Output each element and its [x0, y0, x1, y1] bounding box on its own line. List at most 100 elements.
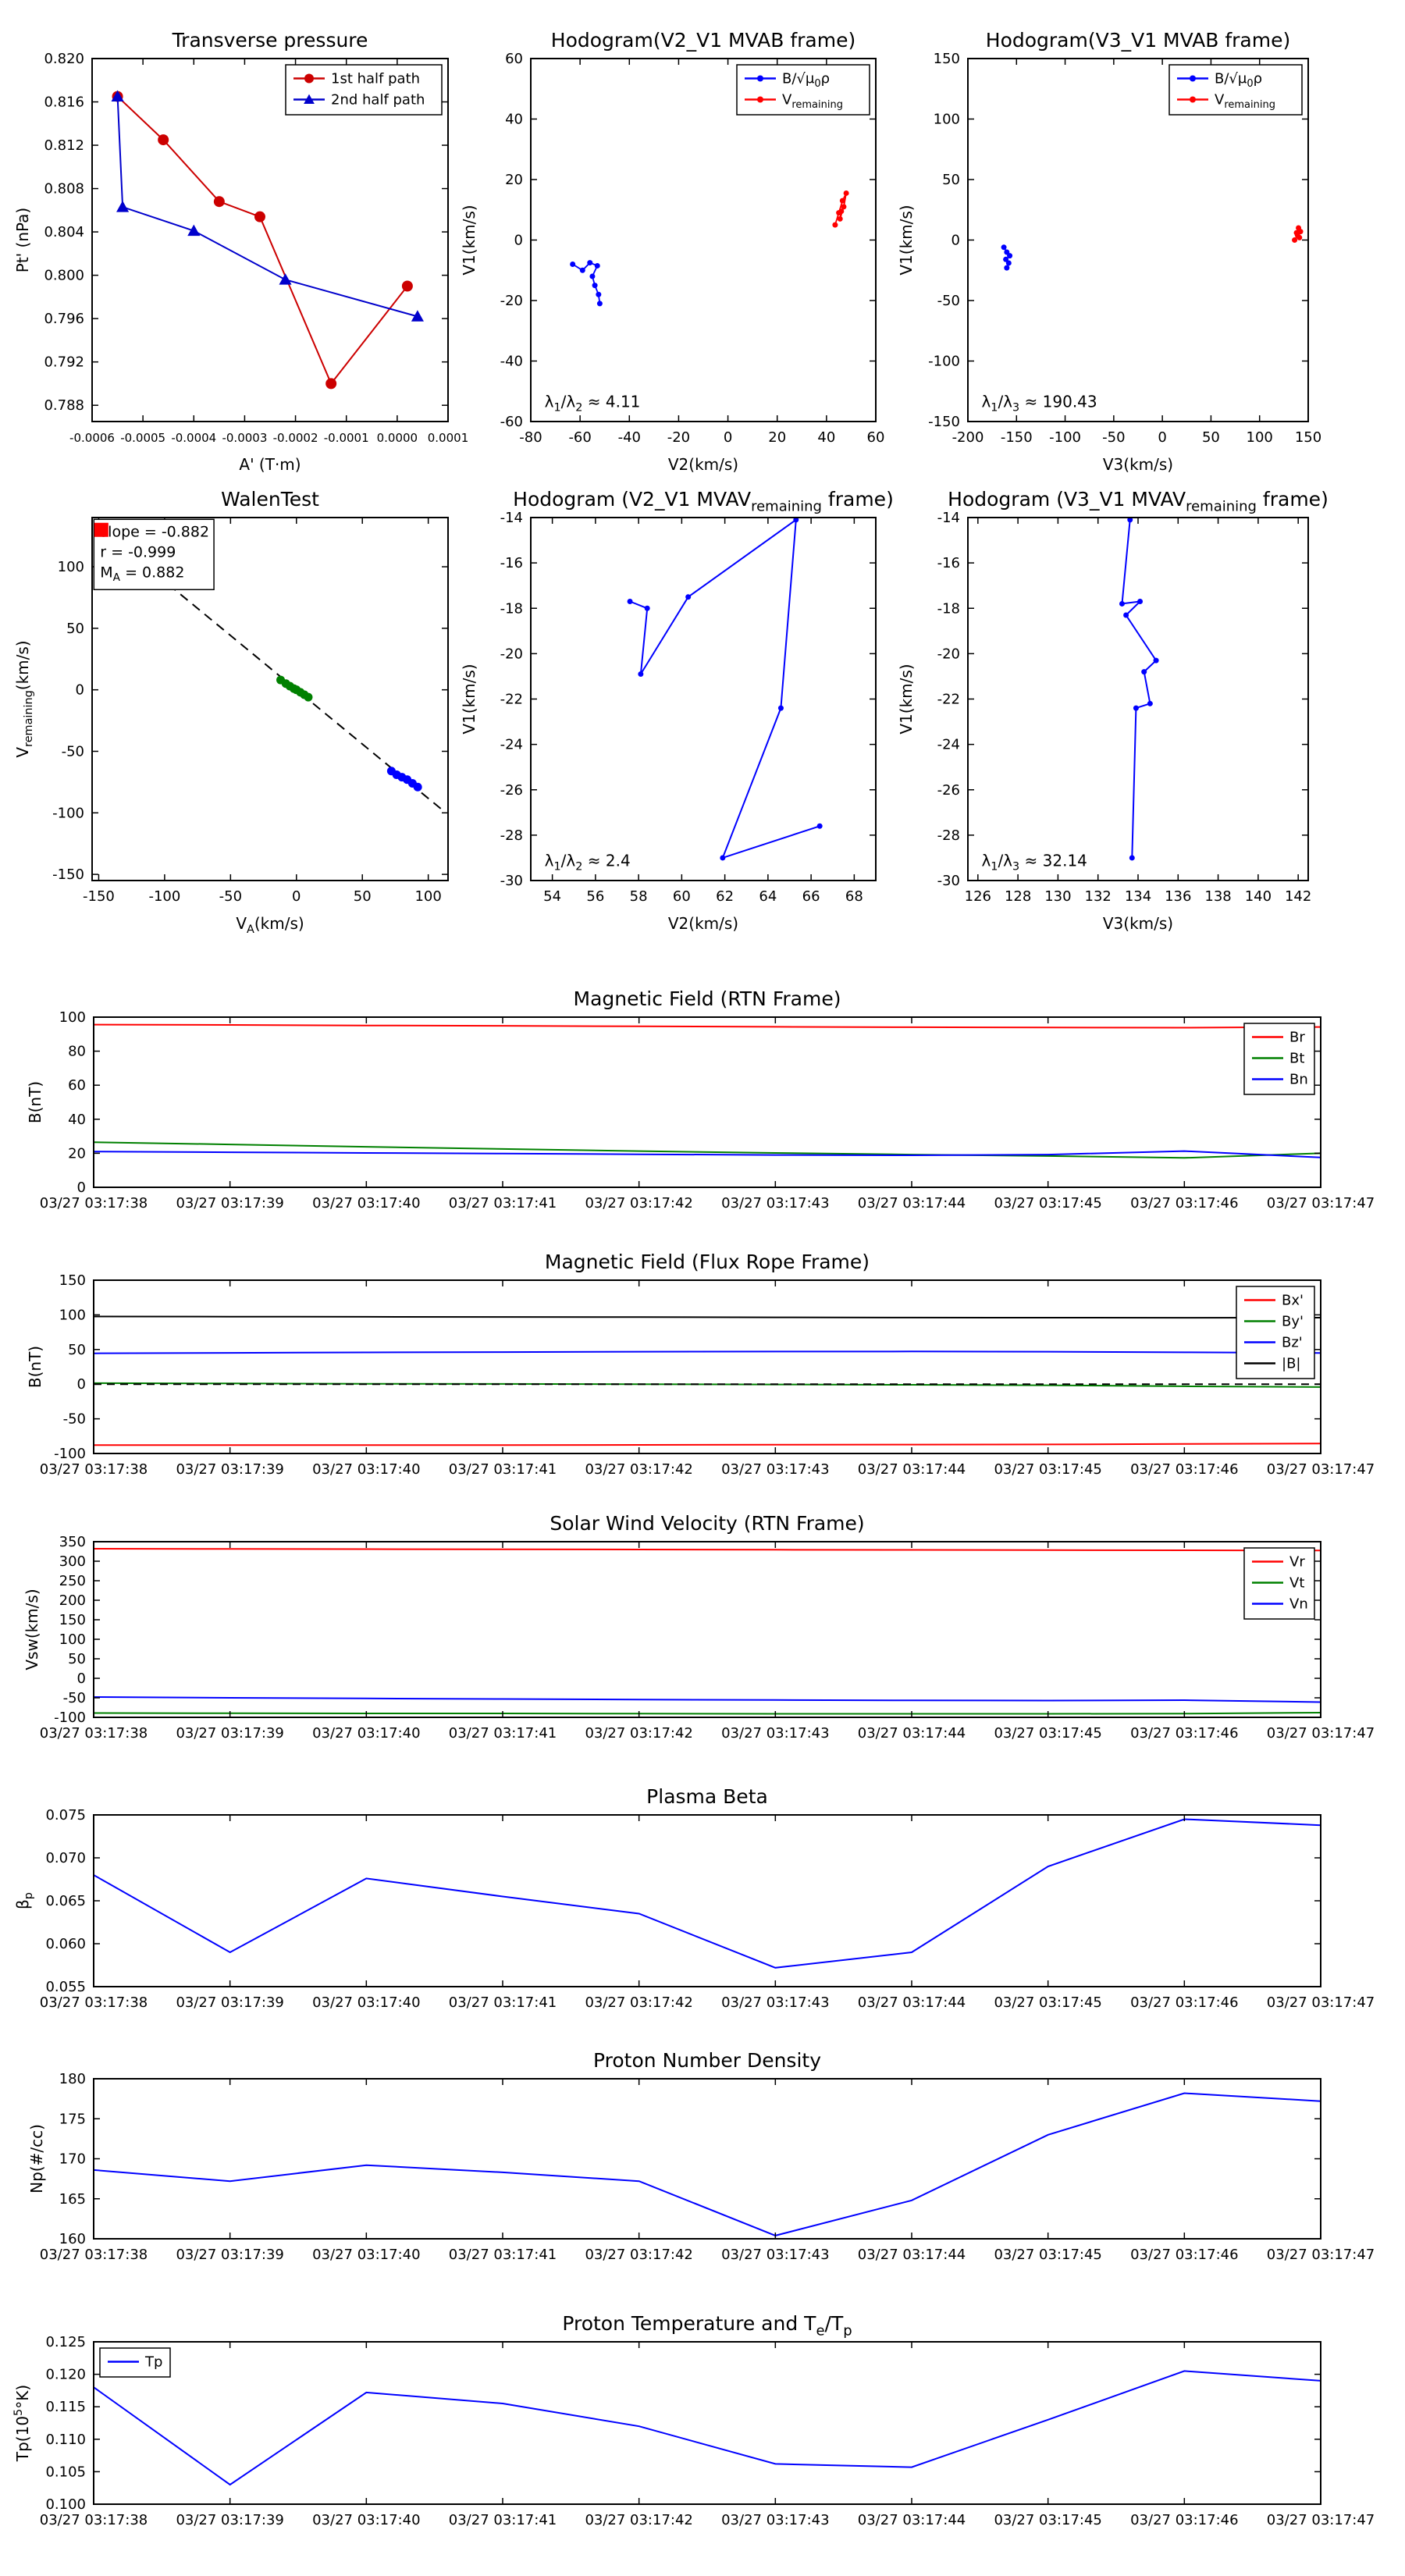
y-tick-label: 0.804: [44, 224, 84, 240]
stats-line: r = -0.999: [100, 543, 176, 560]
y-tick-label: 100: [934, 112, 960, 128]
x-tick-label: 03/27 03:17:42: [585, 1994, 692, 2011]
chart-title: Hodogram (V3_V1 MVAVremaining frame): [948, 488, 1329, 514]
x-tick-label: -80: [519, 429, 542, 446]
x-tick-label: 03/27 03:17:41: [449, 1994, 557, 2011]
y-tick-label: 0.808: [44, 181, 84, 197]
marker-dot: [1190, 96, 1196, 103]
marker-dot: [1005, 260, 1012, 266]
y-axis-label: V1(km/s): [897, 205, 916, 275]
plot-c9: 03/27 03:17:38 03/27 03:17:39 03/27 03:17:…: [23, 1512, 1375, 1742]
marker-dot: [579, 267, 585, 273]
x-axis-label: A' (T·m): [239, 455, 301, 474]
y-tick-label: 20: [68, 1145, 86, 1162]
legend-label: Vremaining: [782, 92, 843, 112]
marker-triangle: [116, 201, 130, 212]
marker-dot: [757, 96, 763, 103]
y-tick-label: -20: [500, 646, 523, 662]
plot-c8: 03/27 03:17:38 03/27 03:17:39 03/27 03:17:…: [26, 1251, 1375, 1478]
y-tick-label: 0.105: [45, 2464, 86, 2480]
legend: Bx' By' Bz' |B|: [1236, 1286, 1315, 1379]
chart-plasma-beta: 03/27 03:17:38 03/27 03:17:39 03/27 03:17:…: [0, 1766, 1405, 2023]
x-tick-label: 54: [543, 888, 561, 905]
x-tick-label: 03/27 03:17:38: [40, 1725, 148, 1742]
legend-label: Bn: [1289, 1072, 1308, 1088]
y-tick-label: -16: [500, 555, 523, 571]
stats-line: slope = -0.882: [100, 523, 209, 540]
y-axis-label: Pt' (nPa): [13, 208, 32, 272]
x-tick-label: 03/27 03:17:41: [449, 1195, 557, 1212]
legend-label: Vt: [1289, 1575, 1304, 1592]
legend-label: B/√μ0ρ: [1215, 71, 1262, 91]
chart-title: Hodogram(V3_V1 MVAB frame): [986, 29, 1290, 52]
y-tick-label: -26: [937, 782, 960, 799]
legend-label: |B|: [1282, 1356, 1300, 1372]
x-tick-label: 0.0000: [377, 431, 418, 445]
y-tick-label: 0.070: [45, 1850, 86, 1866]
y-axis-label: Vremaining(km/s): [13, 640, 35, 757]
x-tick-label: 138: [1204, 888, 1231, 905]
y-tick-label: 0.816: [44, 94, 84, 111]
stats-box: slope = -0.882 r = -0.999 MA = 0.882: [93, 518, 215, 591]
plot-area: [93, 1548, 1321, 1715]
x-tick-label: 126: [965, 888, 991, 905]
x-tick-label: 03/27 03:17:44: [858, 1994, 966, 2011]
y-tick-label: 0.060: [45, 1936, 86, 1952]
x-tick-label: 56: [586, 888, 604, 905]
chart-proton-number-density: 03/27 03:17:38 03/27 03:17:39 03/27 03:17:…: [0, 2030, 1405, 2275]
legend: 1st half path 2nd half path: [285, 64, 443, 116]
x-tick-label: -60: [568, 429, 591, 446]
y-tick-label: 60: [68, 1077, 86, 1094]
annotation: λ1/λ3 ≈ 32.14: [981, 851, 1087, 873]
y-tick-label: -150: [928, 414, 960, 430]
axes-spines: [93, 2341, 1321, 2505]
marker-circle: [213, 196, 225, 208]
y-axis-label: Np(#/cc): [27, 2124, 46, 2194]
legend-label: B/√μ0ρ: [782, 71, 830, 91]
legend-label: Vremaining: [1215, 92, 1275, 112]
series-Bz': [93, 1350, 1321, 1354]
marker-dot: [1153, 657, 1159, 664]
x-tick-label: 03/27 03:17:43: [721, 1195, 829, 1212]
chart-magnetic-field-rtn: 03/27 03:17:38 03/27 03:17:39 03/27 03:17:…: [0, 968, 1405, 1226]
x-tick-label: 03/27 03:17:45: [994, 1461, 1101, 1478]
x-tick-label: 03/27 03:17:40: [312, 1725, 420, 1742]
marker-dot: [1129, 855, 1135, 861]
marker-dot: [1137, 599, 1144, 605]
axes-spines: [93, 1279, 1321, 1454]
y-tick-label: 0.792: [44, 354, 84, 371]
annotation: λ1/λ3 ≈ 190.43: [981, 392, 1097, 414]
y-tick-label: -50: [63, 1690, 86, 1706]
marker-dot: [841, 204, 847, 210]
x-tick-label: 132: [1085, 888, 1112, 905]
marker-dot: [1007, 253, 1013, 259]
x-tick-label: 03/27 03:17:43: [721, 2247, 829, 2263]
x-tick-label: 03/27 03:17:40: [312, 1195, 420, 1212]
marker-dot: [1190, 75, 1196, 82]
x-tick-label: 03/27 03:17:42: [585, 2247, 692, 2263]
plot-c5: 54 56 58 60 62 64 66 68 -30 -28 -26 -24 -22 -20 -18 -16…: [460, 488, 894, 933]
marker-dot: [627, 599, 633, 605]
series-hodogram-path: [1121, 519, 1158, 858]
legend: Tp: [99, 2347, 171, 2378]
y-tick-label: -50: [937, 293, 960, 309]
plot-c6: 126 128 130 132 134 136 138 140 142 -30 -28 -26 -24 -…: [897, 488, 1329, 933]
y-tick-label: 150: [59, 1612, 86, 1628]
plot-c4: -150 -100 -50 0 50 100 -150 -100 -50 0 50 100 WalenT…: [13, 488, 449, 936]
plot-c7: 03/27 03:17:38 03/27 03:17:39 03/27 03:17:…: [26, 987, 1375, 1212]
chart-title: Hodogram (V2_V1 MVAVremaining frame): [513, 488, 894, 514]
y-tick-label: 0: [76, 682, 84, 699]
x-tick-label: 03/27 03:17:38: [40, 1195, 148, 1212]
x-tick-label: 03/27 03:17:38: [40, 1461, 148, 1478]
chart-title: Magnetic Field (RTN Frame): [574, 987, 841, 1010]
y-tick-label: -150: [52, 866, 84, 883]
y-tick-label: -100: [52, 805, 84, 821]
y-tick-label: 50: [66, 621, 84, 637]
y-tick-label: -20: [500, 293, 523, 309]
axes-spines: [93, 1814, 1321, 1987]
x-tick-label: 03/27 03:17:47: [1267, 2247, 1375, 2263]
x-tick-label: -50: [1102, 429, 1125, 446]
y-tick-label: 0: [951, 233, 960, 249]
x-tick-label: 140: [1245, 888, 1272, 905]
